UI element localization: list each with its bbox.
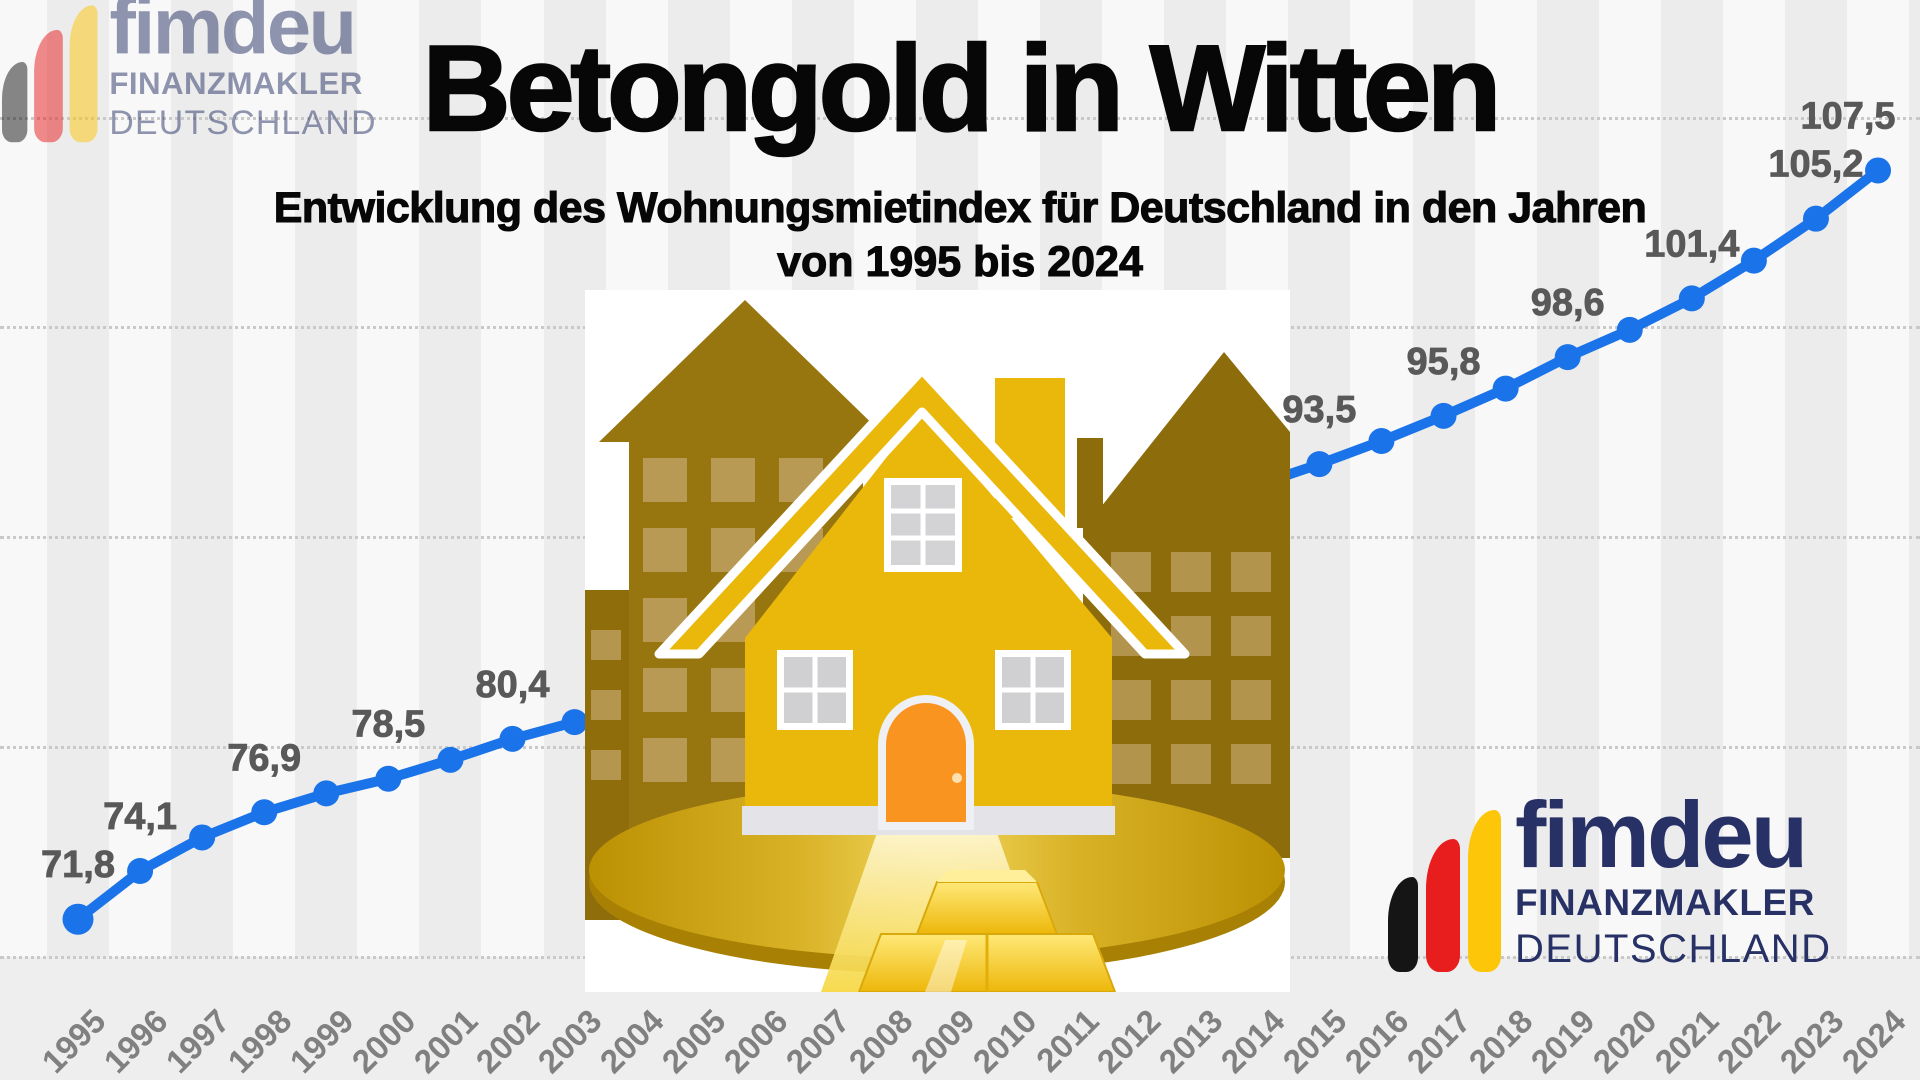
logo-subline-deutschland: DEUTSCHLAND (109, 104, 377, 142)
fimdeu-logo: fimdeu FINANZMAKLER DEUTSCHLAND (1388, 787, 1832, 972)
bg-stripe (46, 0, 110, 957)
x-axis-label-2006: 2006 (716, 1002, 795, 1080)
data-point-2017 (1430, 402, 1457, 429)
x-axis-label-2022: 2022 (1709, 1002, 1789, 1080)
x-axis-label-2009: 2009 (903, 1002, 982, 1080)
logo-bar-yellow-icon (69, 5, 98, 143)
data-point-2020 (1616, 316, 1643, 343)
x-axis-label-2008: 2008 (841, 1002, 920, 1080)
data-point-2015 (1306, 451, 1333, 478)
x-axis-label-2011: 2011 (1028, 1002, 1106, 1079)
bg-stripe (419, 0, 482, 957)
logo-wordmark: fimdeu (1515, 781, 1808, 887)
x-axis-label-1997: 1997 (158, 1002, 237, 1080)
fimdeu-logo-watermark: fimdeu FINANZMAKLER DEUTSCHLAND (2, 0, 377, 143)
x-axis-label-2004: 2004 (592, 1002, 671, 1080)
x-axis-label-1998: 1998 (220, 1002, 299, 1080)
bg-stripe (1350, 0, 1413, 957)
bg-stripe (1474, 0, 1537, 957)
data-point-2001 (437, 746, 464, 773)
bg-stripe (1598, 0, 1661, 957)
x-axis-label-2021: 2021 (1647, 1002, 1726, 1080)
bg-stripe (1660, 0, 1723, 957)
bg-stripe (0, 0, 47, 957)
data-point-1997 (189, 824, 216, 851)
data-point-2002 (499, 725, 526, 752)
x-axis-label-2018: 2018 (1461, 1002, 1540, 1080)
data-point-2019 (1554, 344, 1581, 371)
bg-stripe (109, 0, 172, 957)
bg-stripe (1288, 0, 1351, 957)
x-axis-label-2024: 2024 (1834, 1002, 1913, 1080)
bg-stripe (357, 0, 420, 957)
logo-text: fimdeu FINANZMAKLER DEUTSCHLAND (109, 0, 376, 142)
x-axis-label-2020: 2020 (1585, 1002, 1664, 1080)
x-axis-label-2007: 2007 (778, 1002, 858, 1080)
x-axis-label-2013: 2013 (1151, 1002, 1230, 1080)
gridline-110 (0, 116, 1920, 120)
bg-stripe (1722, 0, 1785, 957)
x-axis-label-1995: 1995 (34, 1002, 113, 1080)
x-axis-label-2000: 2000 (344, 1002, 423, 1080)
x-axis-label-2019: 2019 (1523, 1002, 1602, 1080)
x-axis-label-2012: 2012 (1089, 1002, 1168, 1080)
bg-stripe (233, 0, 296, 957)
logo-subline-finanzmakler: FINANZMAKLER (1515, 882, 1815, 923)
logo-text: fimdeu FINANZMAKLER DEUTSCHLAND (1515, 781, 1832, 972)
logo-bar-red-icon (34, 29, 63, 143)
x-axis-label-2015: 2015 (1275, 1002, 1354, 1080)
x-axis-label-2003: 2003 (530, 1002, 609, 1080)
x-axis-label-1999: 1999 (282, 1002, 361, 1080)
x-axis-label-2014: 2014 (1213, 1002, 1292, 1080)
data-point-2022 (1740, 247, 1767, 274)
data-point-1995 (62, 903, 94, 935)
logo-bar-red-icon (1426, 839, 1460, 972)
bg-stripe (1784, 0, 1847, 957)
page-title: Betongold in Witten (421, 19, 1502, 158)
logo-bars (2, 5, 98, 143)
logo-wordmark: fimdeu (109, 0, 357, 71)
x-axis-label-2017: 2017 (1399, 1002, 1478, 1080)
gold-house-illustration (579, 290, 1290, 993)
data-point-1996 (127, 858, 154, 885)
chart-subtitle-line2: von 1995 bis 2024 (777, 237, 1144, 286)
logo-bar-yellow-icon (1468, 810, 1501, 972)
logo-subline-finanzmakler: FINANZMAKLER (109, 66, 363, 101)
logo-bars (1388, 810, 1501, 972)
data-point-2016 (1368, 428, 1395, 455)
x-axis-label-2023: 2023 (1772, 1002, 1851, 1080)
data-point-2024 (1865, 157, 1892, 184)
x-axis-label-2002: 2002 (468, 1002, 547, 1080)
x-axis-label-2010: 2010 (965, 1002, 1044, 1080)
chart-subtitle-line1: Entwicklung des Wohnungsmietindex für De… (273, 183, 1647, 232)
bg-stripe (171, 0, 234, 957)
data-point-2000 (375, 765, 402, 792)
data-point-1998 (251, 799, 278, 826)
logo-subline-deutschland: DEUTSCHLAND (1515, 927, 1832, 971)
x-axis-label-2005: 2005 (654, 1002, 733, 1080)
bg-stripe (1909, 0, 1920, 957)
data-point-1999 (313, 780, 340, 807)
bg-stripe (481, 0, 544, 957)
x-axis-label-2016: 2016 (1337, 1002, 1416, 1080)
data-point-2023 (1802, 205, 1829, 232)
data-point-2003 (561, 709, 588, 736)
data-point-2018 (1492, 375, 1519, 402)
logo-bar-black-icon (1388, 877, 1418, 972)
bg-stripe (1536, 0, 1599, 957)
logo-bar-black-icon (2, 61, 28, 143)
data-point-2021 (1678, 285, 1705, 312)
bg-stripe (1412, 0, 1475, 957)
x-axis-label-1996: 1996 (96, 1002, 175, 1080)
x-axis-label-2001: 2001 (406, 1002, 485, 1080)
